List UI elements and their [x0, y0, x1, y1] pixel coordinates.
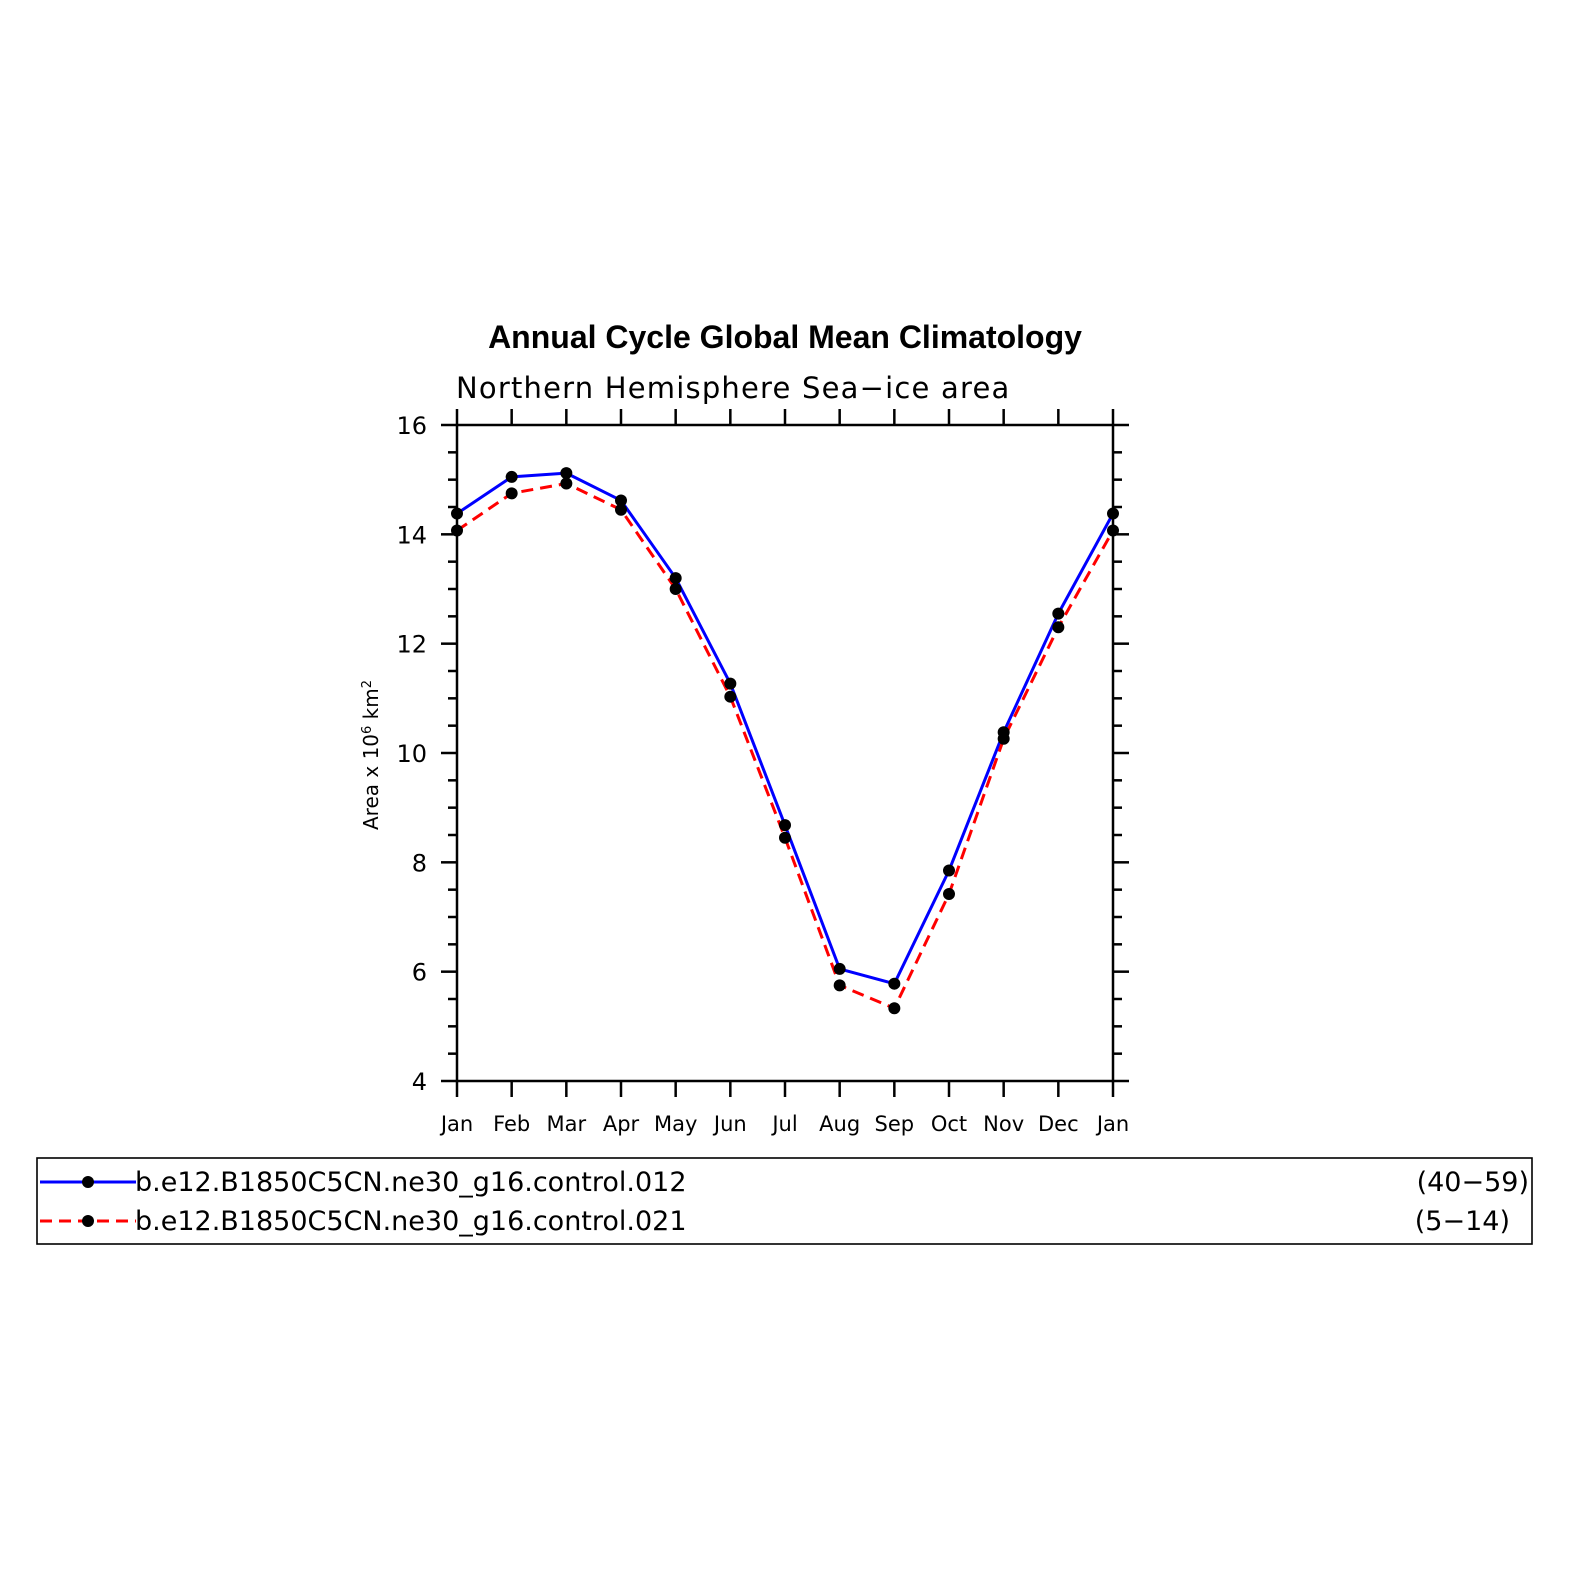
x-tick-label: Oct: [931, 1112, 967, 1136]
data-point-series-1: [779, 819, 791, 832]
legend-marker-series-2: [82, 1215, 94, 1227]
svg-text:Area x 106 km2: Area x 106 km2: [359, 680, 383, 830]
data-point-series-1: [451, 507, 463, 520]
y-axis-label-mid: km: [359, 688, 383, 725]
x-tick-label: Sep: [875, 1112, 915, 1136]
data-point-series-2: [888, 1002, 901, 1015]
x-tick-label: Apr: [603, 1112, 640, 1136]
series-line-1: [456, 471, 1115, 986]
y-tick-label: 14: [396, 521, 427, 549]
axis-ticks: [441, 409, 1129, 1097]
legend-box: [36, 1157, 1533, 1245]
data-point-series-1: [505, 470, 518, 483]
x-tick-label: Dec: [1038, 1112, 1079, 1136]
data-point-series-2: [560, 477, 573, 490]
plot-frame: [455, 423, 1115, 1083]
legend-marker-series-1: [82, 1176, 94, 1188]
y-tick-label: 8: [412, 849, 427, 877]
y-axis-label-exp2: 2: [360, 680, 375, 688]
data-point-series-1: [615, 494, 627, 507]
y-axis-label-exp1: 6: [360, 726, 375, 734]
x-tick-label: Jun: [712, 1112, 747, 1136]
data-point-series-2: [779, 831, 791, 844]
data-point-series-2: [669, 583, 682, 595]
data-point-series-2: [724, 690, 737, 703]
data-point-series-1: [1107, 507, 1119, 520]
x-tick-label: May: [654, 1112, 697, 1136]
series-line-2: [456, 481, 1115, 1010]
data-point-series-2: [833, 979, 846, 992]
x-tick-label: Aug: [819, 1112, 860, 1136]
y-tick-label: 10: [396, 740, 427, 768]
x-tick-label: Feb: [493, 1112, 530, 1136]
data-point-series-2: [505, 487, 518, 500]
data-point-series-2: [1107, 524, 1119, 537]
chart-subtitle: Northern Hemisphere Sea−ice area: [456, 371, 1010, 405]
x-tick-label: Mar: [547, 1112, 587, 1136]
data-point-series-1: [1052, 607, 1065, 620]
data-point-series-2: [943, 888, 955, 901]
data-point-series-2: [997, 732, 1010, 745]
x-tick-labels: Jan Feb Mar Apr May Jun Jul Aug Sep Oct Nov Dec Jan: [439, 1112, 1129, 1136]
y-tick-label: 12: [396, 631, 427, 659]
y-tick-label: 6: [412, 959, 427, 987]
legend: b.e12.B1850C5CN.ne30_g16.control.012 (40…: [36, 1157, 1533, 1245]
y-axis-label: Area x 106 km2: [359, 680, 383, 830]
legend-label-series-2: b.e12.B1850C5CN.ne30_g16.control.021: [135, 1206, 687, 1237]
x-tick-label: Nov: [983, 1112, 1024, 1136]
legend-years-series-2: (5−14): [1415, 1206, 1510, 1237]
y-tick-label: 4: [412, 1068, 427, 1096]
legend-years-series-1: (40−59): [1417, 1167, 1529, 1198]
y-axis-label-prefix: Area x 10: [359, 734, 383, 830]
x-tick-label: Jul: [770, 1112, 797, 1136]
data-point-series-2: [615, 503, 627, 516]
data-point-series-2: [451, 524, 463, 537]
chart-title: Annual Cycle Global Mean Climatology: [488, 319, 1082, 355]
data-point-series-1: [833, 962, 846, 975]
x-tick-label: Jan: [439, 1112, 473, 1136]
data-point-series-1: [943, 864, 955, 877]
data-point-series-1: [560, 467, 573, 480]
data-point-series-1: [669, 572, 682, 585]
y-tick-label: 16: [396, 412, 427, 440]
x-tick-label: Jan: [1095, 1112, 1129, 1136]
y-tick-labels: 4 6 8 10 12 14 16: [396, 412, 427, 1096]
legend-label-series-1: b.e12.B1850C5CN.ne30_g16.control.012: [135, 1167, 687, 1198]
data-point-series-1: [888, 977, 901, 990]
data-series: [451, 467, 1119, 1015]
data-point-series-2: [1052, 621, 1065, 634]
data-point-series-1: [724, 677, 737, 690]
